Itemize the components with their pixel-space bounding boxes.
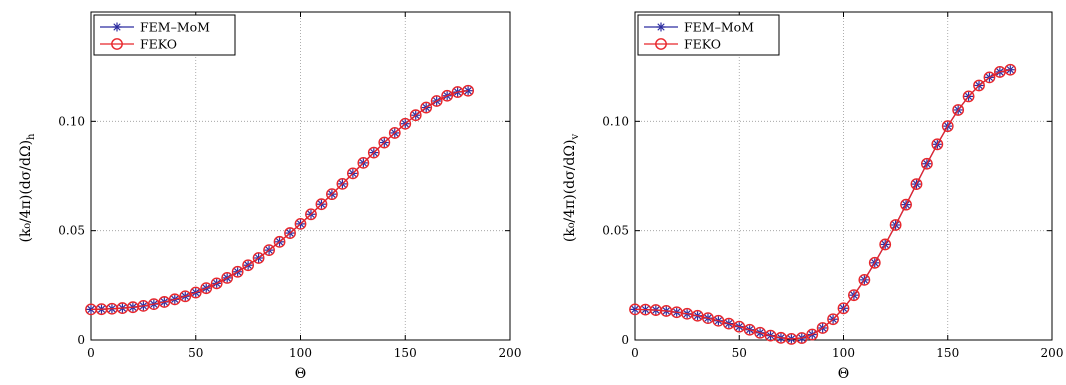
- legend-entry: FEKO: [644, 37, 721, 52]
- series-line: [634, 69, 1011, 340]
- data-point-circle: [1004, 63, 1017, 76]
- x-tick-label: 100: [832, 346, 855, 360]
- data-point-circle: [462, 84, 474, 97]
- legend-entry: FEM–MoM: [100, 20, 210, 35]
- data-point-circle: [910, 178, 923, 190]
- data-point-circle: [837, 302, 850, 315]
- data-point-circle: [900, 198, 912, 211]
- data-point-circle: [326, 188, 338, 201]
- data-point-asterisk: [1005, 65, 1015, 75]
- data-point-circle: [858, 273, 871, 286]
- series-feko: [85, 84, 474, 316]
- legend-label: FEM–MoM: [140, 20, 210, 35]
- x-tick-label: 200: [1041, 346, 1064, 360]
- data-point-circle: [420, 101, 433, 114]
- data-point-circle: [210, 277, 223, 290]
- x-axis-label: Θ: [838, 366, 849, 382]
- legend-entry: FEKO: [100, 37, 177, 52]
- data-point-circle: [931, 138, 944, 151]
- data-point-circle: [848, 289, 860, 302]
- legend-marker-circle: [655, 38, 667, 50]
- data-point-circle: [962, 90, 975, 103]
- data-point-circle: [388, 127, 401, 139]
- data-point-circle: [868, 256, 881, 269]
- data-point-circle: [200, 282, 213, 295]
- legend-marker-asterisk: [112, 22, 122, 32]
- x-tick-label: 100: [289, 346, 312, 360]
- x-tick-label: 0: [631, 346, 639, 360]
- legend-marker-circle: [111, 38, 123, 50]
- y-tick-label: 0: [621, 333, 629, 347]
- series-feko: [629, 63, 1017, 345]
- data-point-circle: [795, 332, 808, 344]
- legend-box: [637, 14, 780, 56]
- data-point-circle: [294, 217, 307, 230]
- legend-label: FEM–MoM: [684, 20, 754, 35]
- data-point-circle: [441, 89, 454, 102]
- y-tick-label: 0.10: [58, 114, 85, 128]
- data-point-circle: [879, 238, 892, 251]
- y-tick-label: 0: [77, 333, 85, 347]
- data-point-circle: [315, 198, 328, 211]
- data-point-circle: [743, 323, 756, 336]
- chart-panel-1: 0 50 100 150 200 0 0.05 0.10 Θ (k₀/4π)(dσ/dΩ)h FEM…: [18, 11, 522, 382]
- legend-label: FEKO: [684, 37, 721, 52]
- data-point-asterisk: [630, 304, 640, 314]
- data-point-circle: [973, 79, 985, 92]
- data-point-circle: [284, 227, 296, 239]
- data-point-circle: [346, 167, 359, 180]
- x-axis-label: Θ: [295, 366, 306, 382]
- series-line: [90, 90, 469, 311]
- legend: FEM–MoM FEKO: [637, 14, 780, 56]
- data-point-circle: [921, 157, 933, 170]
- data-point-circle: [806, 328, 819, 341]
- data-point-circle: [242, 259, 255, 272]
- data-point-circle: [189, 286, 202, 299]
- data-point-circle: [816, 322, 829, 334]
- data-point-circle: [252, 252, 265, 264]
- data-point-circle: [827, 313, 839, 326]
- data-point-circle: [221, 271, 234, 284]
- y-axis-label: (k₀/4π)(dσ/dΩ)h: [18, 133, 37, 243]
- data-point-circle: [712, 314, 725, 327]
- data-point-circle: [367, 146, 380, 159]
- data-point-circle: [733, 320, 746, 333]
- data-point-circle: [378, 136, 391, 149]
- data-point-circle: [409, 109, 422, 122]
- data-point-circle: [722, 317, 735, 330]
- chart-panel-2: 0 50 100 150 200 0 0.05 0.10 Θ (k₀/4π)(dσ/dΩ)v FEM…: [562, 11, 1064, 382]
- legend: FEM–MoM FEKO: [93, 14, 236, 56]
- data-point-circle: [952, 104, 965, 116]
- data-point-circle: [754, 326, 766, 339]
- data-point-circle: [941, 120, 954, 133]
- data-point-circle: [889, 219, 902, 231]
- y-axis-label: (k₀/4π)(dσ/dΩ)v: [562, 134, 581, 243]
- data-point-circle: [231, 265, 244, 278]
- data-point-circle: [357, 156, 370, 169]
- x-tick-label: 0: [87, 346, 95, 360]
- data-point-circle: [179, 290, 192, 303]
- y-tick-label: 0.05: [58, 224, 85, 238]
- data-point-circle: [168, 293, 181, 306]
- data-point-circle: [336, 177, 349, 190]
- legend-entry: FEM–MoM: [644, 20, 754, 35]
- legend-label: FEKO: [140, 37, 177, 52]
- data-point-circle: [399, 117, 412, 130]
- data-point-circle: [273, 235, 286, 248]
- x-tick-label: 50: [188, 346, 203, 360]
- y-tick-label: 0.05: [602, 224, 629, 238]
- x-tick-label: 150: [936, 346, 959, 360]
- data-point-circle: [305, 208, 317, 221]
- legend-marker-asterisk: [656, 22, 666, 32]
- x-tick-label: 150: [394, 346, 417, 360]
- data-point-circle: [263, 244, 275, 257]
- y-tick-label: 0.10: [602, 114, 629, 128]
- x-tick-label: 200: [499, 346, 522, 360]
- data-point-circle: [430, 95, 443, 107]
- legend-box: [93, 14, 236, 56]
- data-point-circle: [983, 71, 996, 84]
- x-tick-label: 50: [732, 346, 747, 360]
